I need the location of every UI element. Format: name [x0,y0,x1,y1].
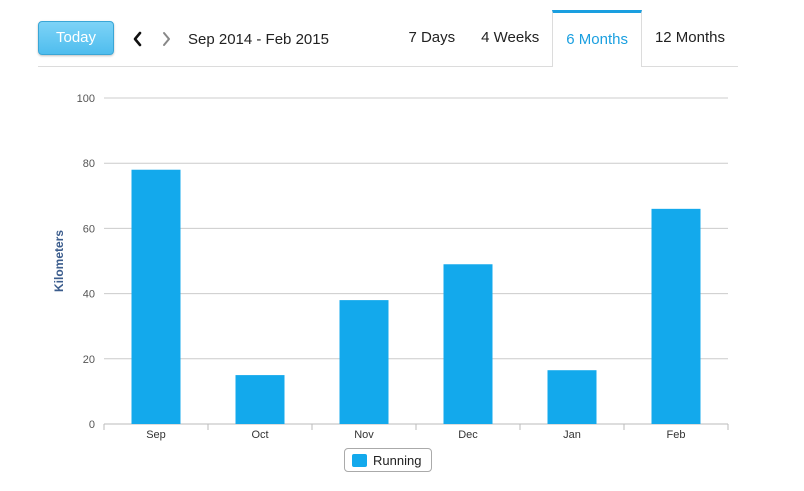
bar-dec [443,264,493,424]
chevron-left-icon[interactable] [130,30,146,48]
x-tick-label: Nov [354,429,374,441]
chart-toolbar: Today Sep 2014 - Feb 2015 7 Days 4 Weeks… [38,10,738,67]
y-tick-label: 100 [77,93,95,105]
today-button[interactable]: Today [38,21,114,55]
range-tabs: 7 Days 4 Weeks 6 Months 12 Months [395,10,738,67]
y-tick-label: 20 [83,354,95,366]
bar-oct [235,375,285,424]
bar-nov [339,300,389,424]
x-tick-label: Jan [563,429,581,441]
y-axis-title: Kilometers [52,230,66,292]
bar-feb [651,208,701,424]
x-tick-label: Feb [667,429,686,441]
tab-7-days[interactable]: 7 Days [408,29,456,46]
tab-6-months[interactable]: 6 Months [552,10,642,67]
x-tick-label: Dec [458,429,478,441]
y-tick-label: 40 [83,289,95,301]
bar-sep [131,169,181,424]
x-tick-label: Sep [146,429,166,441]
bar-jan [547,370,597,424]
y-tick-label: 0 [89,419,95,431]
y-tick-label: 60 [83,223,95,235]
tab-12-months[interactable]: 12 Months [654,29,725,46]
y-tick-label: 80 [83,158,95,170]
date-range-label: Sep 2014 - Feb 2015 [188,31,329,48]
legend-swatch [352,453,367,467]
legend-label: Running [373,452,422,468]
legend-item-running[interactable]: Running [344,448,433,472]
tab-4-weeks[interactable]: 4 Weeks [481,29,540,46]
x-tick-label: Oct [251,429,268,441]
chevron-right-icon[interactable] [158,30,174,48]
